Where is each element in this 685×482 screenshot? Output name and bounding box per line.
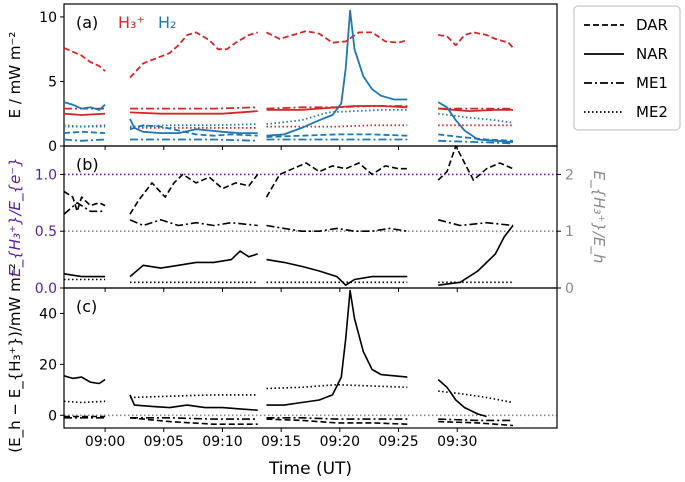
- series-p0-5-segment-0: [63, 130, 106, 134]
- x-axis-label: Time (UT): [268, 459, 352, 479]
- y-tick-label: 0: [48, 408, 57, 424]
- series-p2-1-segment-0: [63, 400, 106, 404]
- series-p1-1-segment-2: [266, 224, 408, 232]
- series-p2-0-segment-1: [129, 394, 258, 411]
- legend-label-nar: NAR: [636, 45, 668, 63]
- series-p0-4-segment-2: [266, 9, 408, 137]
- panel-letter: (a): [76, 13, 98, 32]
- series-p0-5-segment-1: [129, 124, 258, 137]
- series-p1-0-segment-3: [437, 145, 514, 181]
- y-axis-label-a: E / mW m⁻²: [6, 32, 24, 119]
- species-label-h2: H₂: [158, 13, 176, 32]
- y-tick-label: 0: [48, 139, 57, 155]
- series-p0-2-segment-2: [266, 105, 408, 110]
- series-p0-0-segment-3: [438, 31, 514, 49]
- series-p0-1-segment-1: [129, 110, 258, 115]
- series-p0-1-segment-3: [438, 107, 513, 112]
- series-p1-1-segment-3: [437, 219, 514, 227]
- y-right-tick-label: 1: [565, 224, 574, 240]
- y-tick-label: 10: [39, 10, 57, 26]
- series-p2-1-segment-2: [266, 383, 408, 390]
- y-right-tick-label: 0: [565, 281, 574, 297]
- y-tick-label: 0.0: [35, 281, 57, 297]
- y-axis-label-b-right: E_{H₃⁺}/E_h: [589, 171, 608, 264]
- series-p1-2-segment-3: [438, 225, 514, 286]
- x-tick-label: 09:30: [437, 434, 477, 450]
- series-p0-6-segment-0: [63, 138, 106, 142]
- series-p2-2-segment-2: [266, 417, 408, 420]
- series-p0-4-segment-0: [63, 101, 106, 111]
- legend: DAR NAR ME1 ME2: [573, 5, 681, 131]
- series-p2-2-segment-1: [130, 417, 258, 420]
- series-p0-7-segment-3: [438, 112, 514, 124]
- series-p1-1-segment-1: [129, 219, 258, 227]
- panel-letter: (b): [76, 155, 99, 174]
- y-tick-label: 5: [48, 74, 57, 90]
- series-p1-2-segment-0: [63, 273, 106, 278]
- series-p0-1-segment-0: [63, 112, 106, 116]
- series-p2-1-segment-3: [438, 390, 514, 404]
- panel-a: (a) 0 5 10: [39, 3, 558, 155]
- panel-letter: (c): [76, 297, 97, 316]
- legend-box: [573, 5, 681, 131]
- series-p0-7-segment-2: [266, 109, 408, 125]
- y-tick-label: 0.5: [35, 224, 57, 240]
- series-p2-0-segment-3: [437, 378, 487, 418]
- y-axis-label-b-left: E_{H₃⁺}/E_{e⁻}: [6, 157, 25, 277]
- series-p1-2-segment-1: [129, 250, 258, 278]
- y-tick-label: 20: [39, 357, 57, 373]
- series-p2-0-segment-0: [63, 375, 106, 385]
- y-tick-label: 1.0: [35, 167, 57, 183]
- series-p2-2-segment-3: [438, 418, 513, 422]
- x-tick-label: 09:05: [144, 434, 184, 450]
- series-p0-0-segment-1: [129, 31, 258, 79]
- y-tick-label: 40: [39, 306, 57, 322]
- y-axis-label-c: (E_h − E_{H₃⁺})/mW m⁻²: [6, 263, 25, 452]
- series-p0-5-segment-2: [266, 133, 408, 138]
- species-label-h3: H₃⁺: [118, 13, 145, 32]
- series-p1-0-segment-0: [63, 190, 106, 213]
- x-tick-label: 09:00: [85, 434, 125, 450]
- series-p1-0-segment-2: [265, 162, 408, 198]
- series-p0-3-segment-2: [266, 124, 408, 128]
- legend-label-me1: ME1: [636, 74, 668, 92]
- series-p0-6-segment-3: [438, 139, 514, 145]
- series-p2-1-segment-1: [129, 394, 258, 399]
- series-p0-0-segment-0: [63, 47, 106, 72]
- series-p1-2-segment-2: [266, 258, 408, 286]
- series-p0-0-segment-2: [266, 30, 408, 44]
- series-p0-2-segment-1: [130, 106, 258, 110]
- x-tick-label: 09:25: [378, 434, 418, 450]
- series-p1-0-segment-1: [129, 173, 259, 215]
- series-p0-4-segment-1: [129, 118, 258, 134]
- x-tick-label: 09:15: [261, 434, 301, 450]
- legend-label-me2: ME2: [636, 103, 668, 121]
- series-p2-3-segment-1: [129, 417, 258, 425]
- series-p0-5-segment-3: [438, 133, 514, 142]
- series-p2-0-segment-2: [266, 289, 408, 406]
- series-p2-3-segment-3: [438, 420, 514, 427]
- series-p0-6-segment-1: [130, 138, 258, 142]
- y-right-tick-label: 2: [565, 167, 574, 183]
- legend-label-dar: DAR: [636, 16, 668, 34]
- panel-frame: [63, 287, 558, 429]
- series-p2-3-segment-2: [266, 418, 408, 425]
- x-tick-label: 09:10: [202, 434, 242, 450]
- panel-b: (b) 0.0 0.5 1.0 0 1 2: [35, 145, 574, 297]
- series-p1-1-segment-0: [63, 202, 106, 215]
- panel-c: (c) 0 20 40: [39, 287, 558, 432]
- x-tick-label: 09:20: [320, 434, 360, 450]
